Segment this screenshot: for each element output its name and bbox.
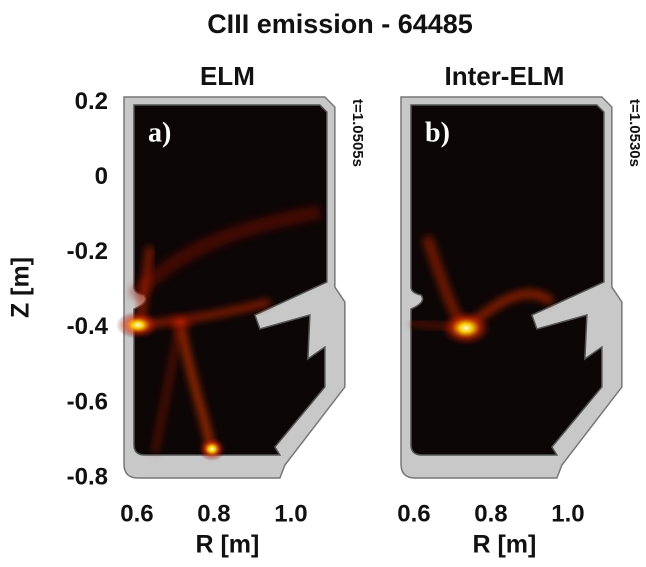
panel-title: ELM — [200, 61, 255, 91]
panel — [400, 96, 623, 479]
x-axis-label: R [m] — [472, 531, 536, 559]
y-tick-label: 0.2 — [75, 88, 108, 115]
y-tick-label: -0.8 — [67, 463, 108, 490]
vessel — [400, 96, 623, 479]
time-label: t=1.0505s — [349, 99, 366, 167]
y-tick-label: 0 — [95, 163, 108, 190]
panel — [116, 96, 346, 479]
time-label: t=1.0530s — [626, 99, 643, 167]
y-tick-label: -0.4 — [67, 313, 109, 340]
x-tick-label: 0.6 — [120, 500, 153, 527]
x-tick-label: 1.0 — [274, 500, 307, 527]
vessel — [123, 96, 346, 479]
y-tick-label: -0.2 — [67, 238, 108, 265]
x-tick-label: 0.8 — [197, 500, 230, 527]
x-tick-label: 0.8 — [474, 500, 507, 527]
y-axis-label: Z [m] — [7, 257, 35, 318]
y-tick-label: -0.6 — [67, 388, 108, 415]
x-tick-label: 1.0 — [551, 500, 584, 527]
panel-label: b) — [425, 117, 450, 148]
x-axis-label: R [m] — [195, 531, 259, 559]
panel-label: a) — [148, 117, 171, 148]
x-tick-label: 0.6 — [397, 500, 430, 527]
panel-title: Inter-ELM — [444, 61, 564, 91]
figure-title: CIII emission - 64485 — [207, 9, 473, 39]
